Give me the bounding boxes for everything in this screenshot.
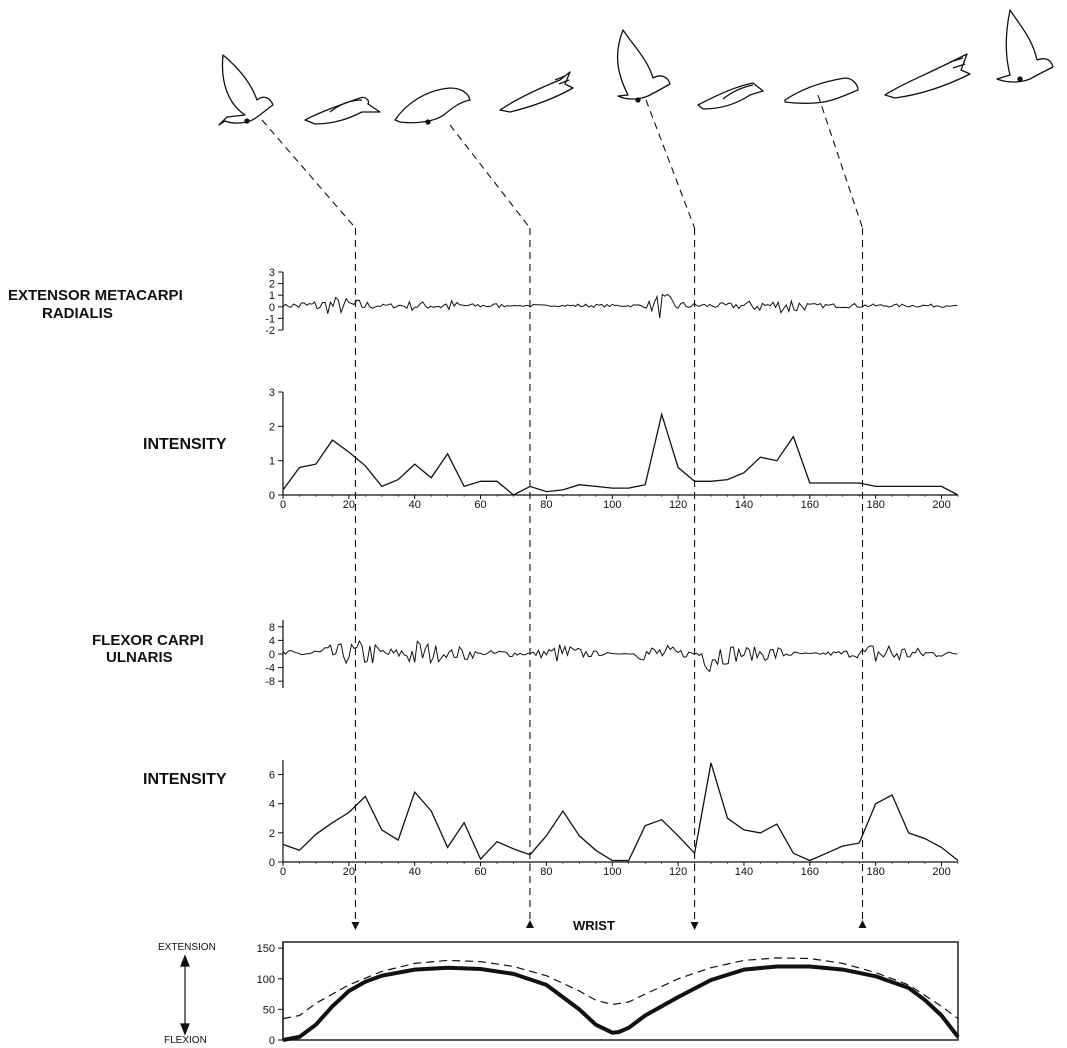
- flexor-emg-panel: 84 0 -4-8: [265, 620, 958, 688]
- y-tick-label: 4: [269, 799, 275, 811]
- y-tick-label: 6: [269, 770, 275, 782]
- bird-flight-sequence: [218, 9, 1054, 126]
- x-tick-label: 40: [409, 499, 421, 511]
- x-tick-label: 140: [735, 866, 753, 878]
- y-tick-label: 3: [269, 267, 275, 279]
- y-tick-label: 2: [269, 279, 275, 291]
- flexor-intensity-label: INTENSITY: [143, 771, 227, 788]
- x-tick-label: 0: [280, 866, 286, 878]
- x-tick-label: 20: [343, 866, 355, 878]
- wrist-angle-panel: 150 100 50 0: [257, 941, 960, 1047]
- y-tick-label: 3: [269, 387, 275, 399]
- y-tick-label: 0: [269, 649, 275, 661]
- x-tick-label: 160: [801, 499, 819, 511]
- x-tick-label: 180: [867, 866, 885, 878]
- raw-emg-trace: [282, 639, 958, 673]
- event-arrowhead: [351, 922, 360, 930]
- x-tick-label: 100: [603, 866, 621, 878]
- x-tick-label: 40: [409, 866, 421, 878]
- bird-connector-line: [645, 99, 696, 229]
- bird-illustration-3: [394, 87, 471, 125]
- bird-illustration-8: [884, 53, 971, 99]
- wrist-frame: [282, 941, 959, 1041]
- y-tick-label: 0: [269, 1035, 275, 1047]
- y-tick-label: 1: [269, 456, 275, 468]
- bird-illustration-9: [996, 9, 1054, 83]
- x-tick-label: 120: [669, 499, 687, 511]
- event-arrowhead: [858, 920, 867, 928]
- y-tick-label: -1: [265, 313, 275, 325]
- x-tick-label: 180: [867, 499, 885, 511]
- y-tick-label: 0: [269, 490, 275, 502]
- extensor-intensity-label: INTENSITY: [143, 436, 227, 453]
- x-tick-label: 200: [932, 499, 950, 511]
- extension-label: EXTENSION: [158, 942, 216, 953]
- x-tick-label: 80: [540, 866, 552, 878]
- y-tick-label: 150: [257, 943, 275, 955]
- x-tick-label: 20: [343, 499, 355, 511]
- y-tick-label: -8: [265, 676, 275, 688]
- x-tick-label: 80: [540, 499, 552, 511]
- event-lines: [261, 94, 867, 930]
- y-tick-label: -4: [265, 663, 275, 675]
- wrist-dashed-line: [282, 957, 959, 1020]
- x-tick-label: 160: [801, 866, 819, 878]
- flexor-emg-label-line1: FLEXOR CARPI: [92, 632, 204, 649]
- y-tick-label: 50: [263, 1004, 275, 1016]
- wrist-title: WRIST: [573, 918, 615, 933]
- intensity-line: [282, 411, 959, 496]
- y-tick-label: 4: [269, 635, 275, 647]
- y-tick-label: 8: [269, 622, 275, 634]
- y-tick-label: 2: [269, 828, 275, 840]
- x-tick-label: 120: [669, 866, 687, 878]
- y-tick-label: -2: [265, 325, 275, 337]
- flexor-emg-label-line2: ULNARIS: [106, 649, 173, 666]
- y-tick-label: 1: [269, 290, 275, 302]
- y-tick-label: 0: [269, 302, 275, 314]
- x-tick-label: 60: [474, 499, 486, 511]
- extensor-emg-label-line2: RADIALIS: [42, 305, 113, 322]
- x-tick-label: 100: [603, 499, 621, 511]
- y-tick-label: 0: [269, 857, 275, 869]
- x-tick-label: 140: [735, 499, 753, 511]
- bird-illustration-4: [499, 71, 574, 113]
- bird-illustration-1: [218, 54, 274, 126]
- bird-illustration-7: [784, 77, 859, 104]
- bird-connector-line: [449, 124, 531, 229]
- extension-flexion-arrow: [180, 954, 190, 1036]
- bird-connector-line: [817, 94, 864, 229]
- bird-connector-line: [261, 119, 356, 229]
- bird-illustration-2: [304, 96, 381, 125]
- bird-illustration-6: [697, 82, 764, 110]
- raw-emg-trace: [282, 293, 958, 319]
- extensor-emg-label-line1: EXTENSOR METACARPI: [8, 287, 183, 304]
- x-tick-label: 200: [932, 866, 950, 878]
- event-arrowhead: [525, 920, 534, 928]
- intensity-line: [282, 762, 959, 862]
- y-tick-label: 2: [269, 421, 275, 433]
- wrist-solid-line: [282, 964, 960, 1042]
- bird-illustration-5: [616, 29, 671, 103]
- event-arrowhead: [690, 922, 699, 930]
- x-tick-label: 60: [474, 866, 486, 878]
- flexion-label: FLEXION: [164, 1035, 207, 1046]
- y-tick-label: 100: [257, 974, 275, 986]
- x-tick-label: 0: [280, 499, 286, 511]
